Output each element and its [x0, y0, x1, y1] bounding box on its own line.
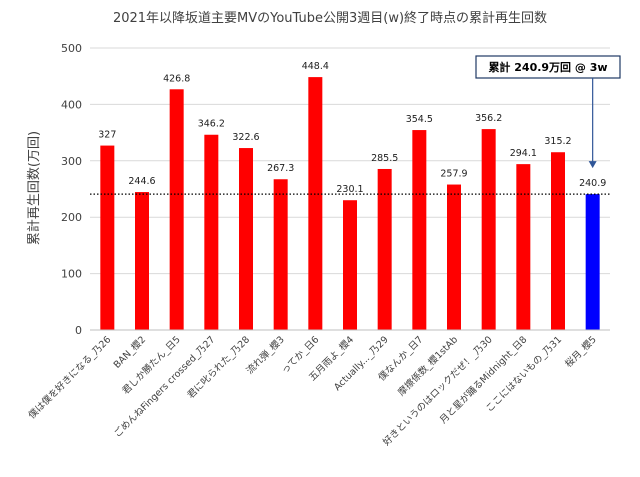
y-tick-label: 500: [61, 42, 82, 55]
data-label: 257.9: [440, 169, 467, 180]
x-tick-label: 僕は僕を好きになる_乃26: [26, 334, 114, 422]
bar: [169, 89, 184, 331]
x-tick-label: BAN_櫻2: [111, 334, 148, 371]
bar: [412, 130, 427, 330]
annotation-box: [475, 55, 621, 79]
x-tick-label: 君しか勝たん_日5: [120, 334, 183, 397]
bar: [308, 77, 323, 330]
data-label: 285.5: [371, 153, 398, 164]
bar: [100, 145, 115, 330]
bar: [551, 152, 565, 330]
y-axis-label: 累計再生回数(万回): [26, 131, 42, 245]
data-label: 315.2: [544, 136, 571, 147]
bar: [585, 194, 600, 330]
data-label: 356.2: [475, 113, 502, 124]
y-tick-label: 400: [61, 98, 82, 111]
data-label: 244.6: [128, 176, 155, 187]
bar: [343, 200, 357, 330]
data-label: 267.3: [267, 163, 294, 174]
data-label: 230.1: [336, 184, 363, 195]
bar: [377, 168, 392, 330]
x-tick-label: 桜月_櫻5: [563, 334, 599, 370]
bar: [481, 129, 496, 330]
bar: [239, 148, 253, 330]
y-tick-label: 100: [61, 268, 82, 281]
bar: [447, 184, 461, 330]
data-label: 327: [98, 130, 116, 141]
x-tick-label: 摩擦係数_櫻1stAb: [395, 334, 460, 399]
bar: [516, 164, 531, 330]
plot-area: 0 100 200 300 400 500 327 僕は僕を好きになる_乃26 244.6 BAN…: [26, 42, 621, 448]
data-label: 322.6: [232, 132, 259, 143]
data-label: 294.1: [510, 148, 537, 159]
x-tick-label: 君に叱られた_乃28: [185, 334, 252, 401]
y-tick-label: 0: [75, 324, 82, 337]
y-tick-label: 200: [61, 211, 82, 224]
y-tick-label: 300: [61, 155, 82, 168]
data-label: 240.9: [579, 178, 606, 189]
data-label: 426.8: [163, 73, 190, 84]
bar: [273, 179, 288, 330]
data-label: 346.2: [198, 119, 225, 130]
chart-title: 2021年以降坂道主要MVのYouTube公開3週目(w)終了時点の累計再生回数: [113, 10, 547, 26]
bar: [135, 192, 149, 330]
annotation-arrowhead: [588, 161, 597, 169]
bar: [204, 134, 219, 330]
data-label: 448.4: [302, 61, 329, 72]
data-label: 354.5: [406, 114, 433, 125]
annotation-text: 累計 240.9万回 @ 3w: [488, 60, 607, 74]
